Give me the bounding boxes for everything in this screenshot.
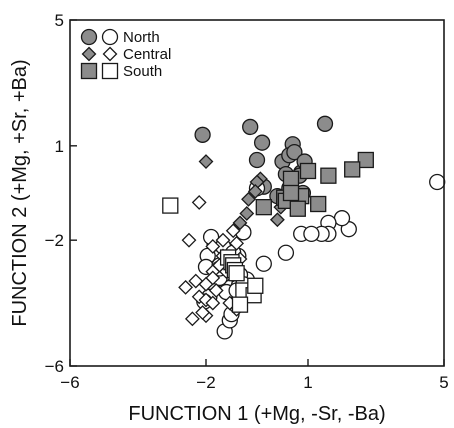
central-filled-diamond-point: [232, 215, 248, 231]
north-filled-circle-point: [248, 151, 266, 169]
central-filled-diamond-point: [239, 206, 255, 221]
south-filled-square-point: [357, 151, 374, 169]
north-filled-circle-point: [194, 126, 211, 143]
central-open-diamond-point: [178, 279, 194, 295]
markers-layer: [162, 115, 446, 340]
south-filled-square-point: [255, 199, 272, 216]
central-open-diamond-point: [229, 235, 245, 251]
central-open-diamond-point: [215, 232, 231, 248]
x-tick-label: −6: [60, 373, 79, 392]
north-open-circle-point: [255, 255, 272, 272]
south-open-square-point: [162, 197, 179, 214]
south-filled-square-point: [282, 170, 300, 187]
south-filled-square-point: [289, 200, 306, 217]
central-open-diamond-point: [225, 223, 241, 239]
legend-south-open-square: [101, 62, 119, 80]
legend-label-central: Central: [123, 46, 171, 63]
north-open-circle-point: [303, 225, 320, 243]
central-open-diamond-point: [208, 283, 224, 298]
central-open-diamond-point: [191, 195, 207, 210]
south-open-square-point: [247, 277, 264, 294]
south-filled-square-point: [310, 195, 327, 213]
north-filled-circle-point: [316, 115, 334, 132]
x-axis-title: FUNCTION 1 (+Mg, -Sr, -Ba): [128, 403, 385, 425]
central-filled-diamond-point: [269, 212, 285, 228]
south-filled-square-point: [299, 162, 317, 180]
legend-central-open-diamond: [102, 46, 118, 62]
x-axis: −6 −2 1 5: [60, 359, 449, 392]
south-open-square-point: [231, 296, 249, 313]
y-tick-label: −6: [45, 357, 64, 376]
legend-south-filled-square: [80, 62, 98, 80]
legend-central-filled-diamond: [81, 46, 97, 62]
south-filled-square-point: [320, 167, 337, 184]
north-open-circle-point: [277, 244, 295, 261]
south-filled-square-point: [282, 184, 300, 202]
x-tick-label: −2: [196, 373, 215, 392]
legend-north-filled-circle: [80, 28, 98, 46]
y-tick-label: −2: [45, 231, 64, 250]
central-open-diamond-point: [205, 270, 221, 286]
legend-label-south: South: [123, 63, 162, 80]
x-tick-label: 1: [303, 373, 312, 392]
north-filled-circle-point: [242, 118, 259, 136]
legend-label-north: North: [123, 29, 160, 46]
central-open-diamond-point: [205, 295, 221, 311]
y-tick-label: 5: [55, 11, 64, 30]
central-open-diamond-point: [205, 239, 221, 254]
north-filled-circle-point: [253, 134, 271, 151]
central-open-diamond-point: [195, 305, 211, 320]
south-filled-square-point: [344, 161, 361, 178]
y-tick-label: 1: [55, 137, 64, 156]
north-open-circle-point: [429, 173, 446, 191]
y-axis-title: FUNCTION 2 (+Mg, +Sr, +Ba): [9, 59, 31, 326]
north-filled-circle-point: [286, 143, 303, 161]
south-open-square-point: [228, 265, 245, 282]
central-open-diamond-point: [181, 232, 197, 248]
x-tick-label: 5: [439, 373, 448, 392]
plot-frame: [69, 19, 445, 367]
y-axis: 5 1 −2 −6: [45, 11, 77, 376]
north-open-circle-point: [333, 210, 351, 227]
central-open-diamond-point: [184, 311, 200, 327]
central-filled-diamond-point: [241, 191, 256, 207]
legend-north-open-circle: [101, 28, 119, 46]
central-filled-diamond-point: [198, 154, 214, 169]
central-filled-diamond-point: [247, 184, 263, 199]
